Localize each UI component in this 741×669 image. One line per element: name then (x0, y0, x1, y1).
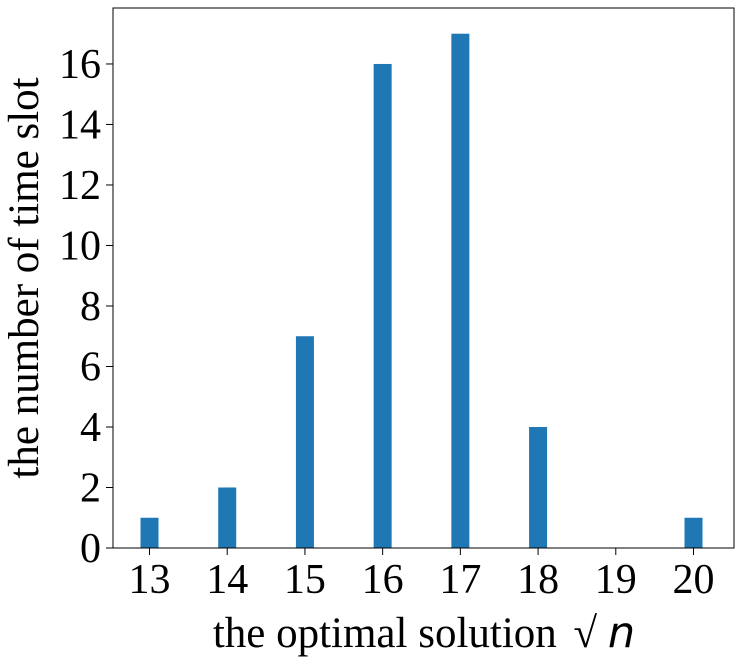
x-tick-label-16: 16 (362, 557, 404, 603)
bar-13 (140, 517, 159, 548)
bars-layer (140, 33, 703, 549)
y-tick-label-2: 2 (80, 465, 101, 511)
bar-16 (373, 63, 392, 549)
y-tick-label-8: 8 (80, 284, 101, 330)
y-axis-ticks: 0 2 4 6 8 10 12 14 16 (59, 42, 113, 572)
x-tick-label-19: 19 (595, 557, 637, 603)
y-axis-label: the number of time slot (1, 77, 48, 478)
y-tick-label-4: 4 (80, 405, 101, 451)
x-axis-label: the optimal solution √ n (213, 608, 635, 658)
bar-17 (451, 33, 470, 548)
bar-20 (684, 517, 703, 548)
x-tick-label-17: 17 (439, 557, 481, 603)
x-tick-label-13: 13 (129, 557, 171, 603)
x-tick-label-20: 20 (673, 557, 715, 603)
y-tick-label-10: 10 (59, 223, 101, 269)
bar-15 (295, 336, 314, 548)
x-axis-ticks: 13 14 15 16 17 18 19 20 (129, 548, 715, 603)
bar-18 (529, 426, 548, 548)
x-axis-label-text: the optimal solution (213, 610, 557, 657)
y-tick-label-6: 6 (80, 344, 101, 390)
y-tick-label-12: 12 (59, 163, 101, 209)
y-tick-label-14: 14 (59, 102, 101, 148)
plot-area-frame (112, 7, 735, 549)
x-tick-label-15: 15 (284, 557, 326, 603)
bar-14 (218, 487, 237, 548)
y-tick-label-0: 0 (80, 526, 101, 572)
sqrt-symbol: √ (574, 610, 598, 657)
x-tick-label-18: 18 (517, 557, 559, 603)
y-tick-label-16: 16 (59, 42, 101, 88)
x-axis-label-math-n: n (608, 608, 635, 658)
x-tick-label-14: 14 (206, 557, 248, 603)
